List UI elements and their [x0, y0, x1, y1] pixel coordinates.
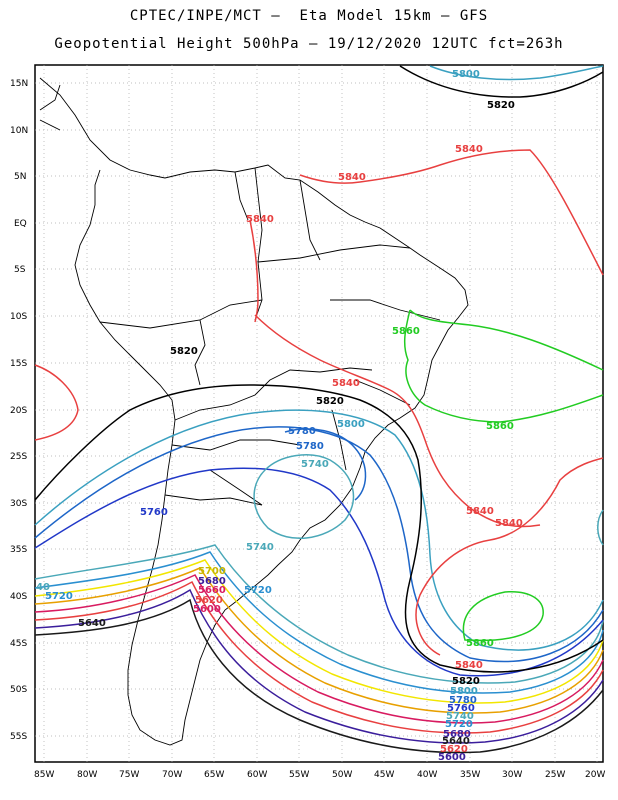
contour-label: 40: [36, 582, 50, 593]
contour-label: 5760: [447, 703, 475, 714]
contour-label: 5780: [296, 441, 324, 452]
contour-label: 5740: [301, 459, 329, 470]
lon-label: 40W: [417, 770, 437, 780]
lon-label: 70W: [162, 770, 182, 780]
contour-label: 5860: [466, 638, 494, 649]
lat-label: EQ: [14, 219, 27, 229]
contour-label: 5840: [332, 378, 360, 389]
lat-label: 15N: [10, 79, 28, 89]
contour-label: 5840: [338, 172, 366, 183]
contour-label: 5860: [486, 421, 514, 432]
grid: [35, 65, 603, 762]
height-contours: [34, 65, 604, 754]
lat-label: 5S: [14, 265, 26, 275]
lat-label: 15S: [10, 359, 27, 369]
lat-label: 50S: [10, 685, 27, 695]
contour-label: 5700: [198, 566, 226, 577]
map-frame: [34, 64, 604, 763]
latitude-labels: 15N 10N 5N EQ 5S 10S 15S 20S 25S 30S 35S…: [10, 79, 28, 742]
lat-label: 5N: [14, 172, 26, 182]
lon-label: 20W: [585, 770, 605, 780]
contour-label: 5620: [440, 744, 468, 755]
longitude-labels: 85W 80W 75W 70W 65W 60W 55W 50W 45W 40W …: [34, 770, 605, 780]
contour-label: 5840: [455, 144, 483, 155]
contour-label: 5740: [246, 542, 274, 553]
contour-label: 5820: [170, 346, 198, 357]
contour-label: 5760: [140, 507, 168, 518]
lat-label: 10S: [10, 312, 27, 322]
lon-label: 65W: [204, 770, 224, 780]
contour-label: 5660: [198, 585, 226, 596]
lat-label: 10N: [10, 126, 28, 136]
lon-label: 35W: [460, 770, 480, 780]
lon-label: 85W: [34, 770, 54, 780]
lon-label: 50W: [332, 770, 352, 780]
lon-label: 75W: [119, 770, 139, 780]
lat-label: 55S: [10, 732, 27, 742]
contour-label: 5780: [449, 695, 477, 706]
contour-label: 5840: [246, 214, 274, 225]
contour-label: 5640: [78, 618, 106, 629]
lat-label: 40S: [10, 592, 27, 602]
lon-label: 60W: [247, 770, 267, 780]
lon-label: 80W: [77, 770, 97, 780]
contour-label: 5840: [466, 506, 494, 517]
contour-label: 5720: [244, 585, 272, 596]
contour-label: 5680: [443, 729, 471, 740]
contour-label: 5800: [450, 686, 478, 697]
contour-label: 5740: [446, 711, 474, 722]
contour-label: 5840: [455, 660, 483, 671]
contour-label: 5680: [198, 576, 226, 587]
contour-label: 5780: [288, 426, 316, 437]
lat-label: 45S: [10, 639, 27, 649]
lon-label: 45W: [374, 770, 394, 780]
contour-label: 5820: [487, 100, 515, 111]
contour-label: 5800: [337, 419, 365, 430]
lat-label: 30S: [10, 499, 27, 509]
contour-label: 5600: [193, 604, 221, 615]
contour-label: 5800: [452, 69, 480, 80]
contour-label: 5860: [392, 326, 420, 337]
contour-label: 5820: [452, 676, 480, 687]
lat-label: 20S: [10, 406, 27, 416]
lat-label: 25S: [10, 452, 27, 462]
lon-label: 25W: [545, 770, 565, 780]
lon-label: 55W: [289, 770, 309, 780]
chart-subtitle: Geopotential Height 500hPa – 19/12/2020 …: [54, 36, 564, 52]
contour-label: 5620: [195, 595, 223, 606]
lat-label: 35S: [10, 545, 27, 555]
coastlines: [39, 77, 469, 746]
contour-label: 5820: [316, 396, 344, 407]
contour-label: 5840: [495, 518, 523, 529]
lon-label: 30W: [502, 770, 522, 780]
contour-label: 5720: [45, 591, 73, 602]
contour-label: 5600: [438, 752, 466, 763]
contour-labels: 5800 5820 5840 5840 5840 5860 5820 5840 …: [36, 69, 523, 763]
contour-label: 5720: [445, 719, 473, 730]
chart-title: CPTEC/INPE/MCT – Eta Model 15km – GFS: [129, 8, 489, 24]
contour-label: 5640: [442, 736, 470, 747]
